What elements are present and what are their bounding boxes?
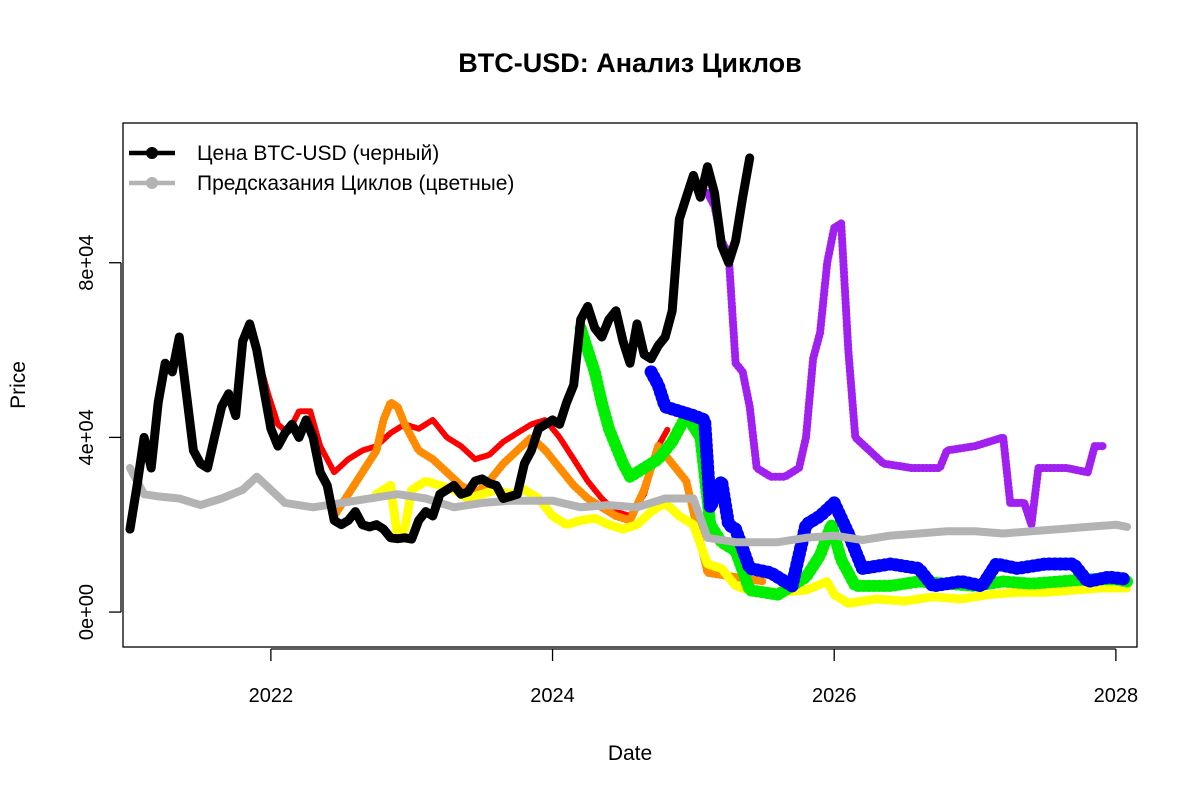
legend-label-0: Цена BTC-USD (черный): [197, 142, 439, 165]
x-axis: 2022 2024 2026 2028: [249, 648, 1139, 707]
series-7: [703, 188, 1109, 529]
series-line-0: [125, 153, 755, 544]
series-layer: [125, 153, 1134, 608]
y-axis: 0e+00 4e+04 8e+04: [76, 235, 122, 640]
plot-frame: [122, 122, 1138, 648]
x-tick-label-2: 2026: [812, 685, 857, 707]
y-tick-label-0: 0e+00: [76, 584, 98, 640]
series-line-7: [703, 188, 1109, 529]
x-axis-label: Date: [608, 742, 652, 765]
x-tick-label-0: 2022: [249, 685, 294, 707]
legend-marker-0: [146, 147, 158, 159]
series-line-6: [644, 365, 1134, 593]
legend-marker-1: [146, 177, 158, 189]
series-line-2: [246, 325, 671, 519]
series-5: [574, 322, 1134, 601]
legend-entry-0: Цена BTC-USD (черный): [129, 142, 439, 165]
y-tick-label-2: 8e+04: [76, 235, 98, 291]
series-0: [125, 153, 755, 544]
x-tick-label-3: 2028: [1094, 685, 1139, 707]
x-tick-label-1: 2024: [530, 685, 575, 707]
y-tick-label-1: 4e+04: [76, 409, 98, 465]
y-axis-label: Price: [7, 361, 30, 409]
legend: Цена BTC-USD (черный) Предсказания Циклов…: [129, 142, 514, 195]
series-2: [246, 325, 671, 519]
chart-title: BTC-USD: Анализ Циклов: [458, 48, 802, 78]
series-line-5: [574, 322, 1134, 601]
legend-label-1: Предсказания Циклов (цветные): [197, 172, 514, 195]
series-1: [126, 464, 1132, 547]
series-6: [644, 365, 1134, 593]
series-line-1: [126, 464, 1132, 547]
legend-entry-1: Предсказания Циклов (цветные): [129, 172, 514, 195]
